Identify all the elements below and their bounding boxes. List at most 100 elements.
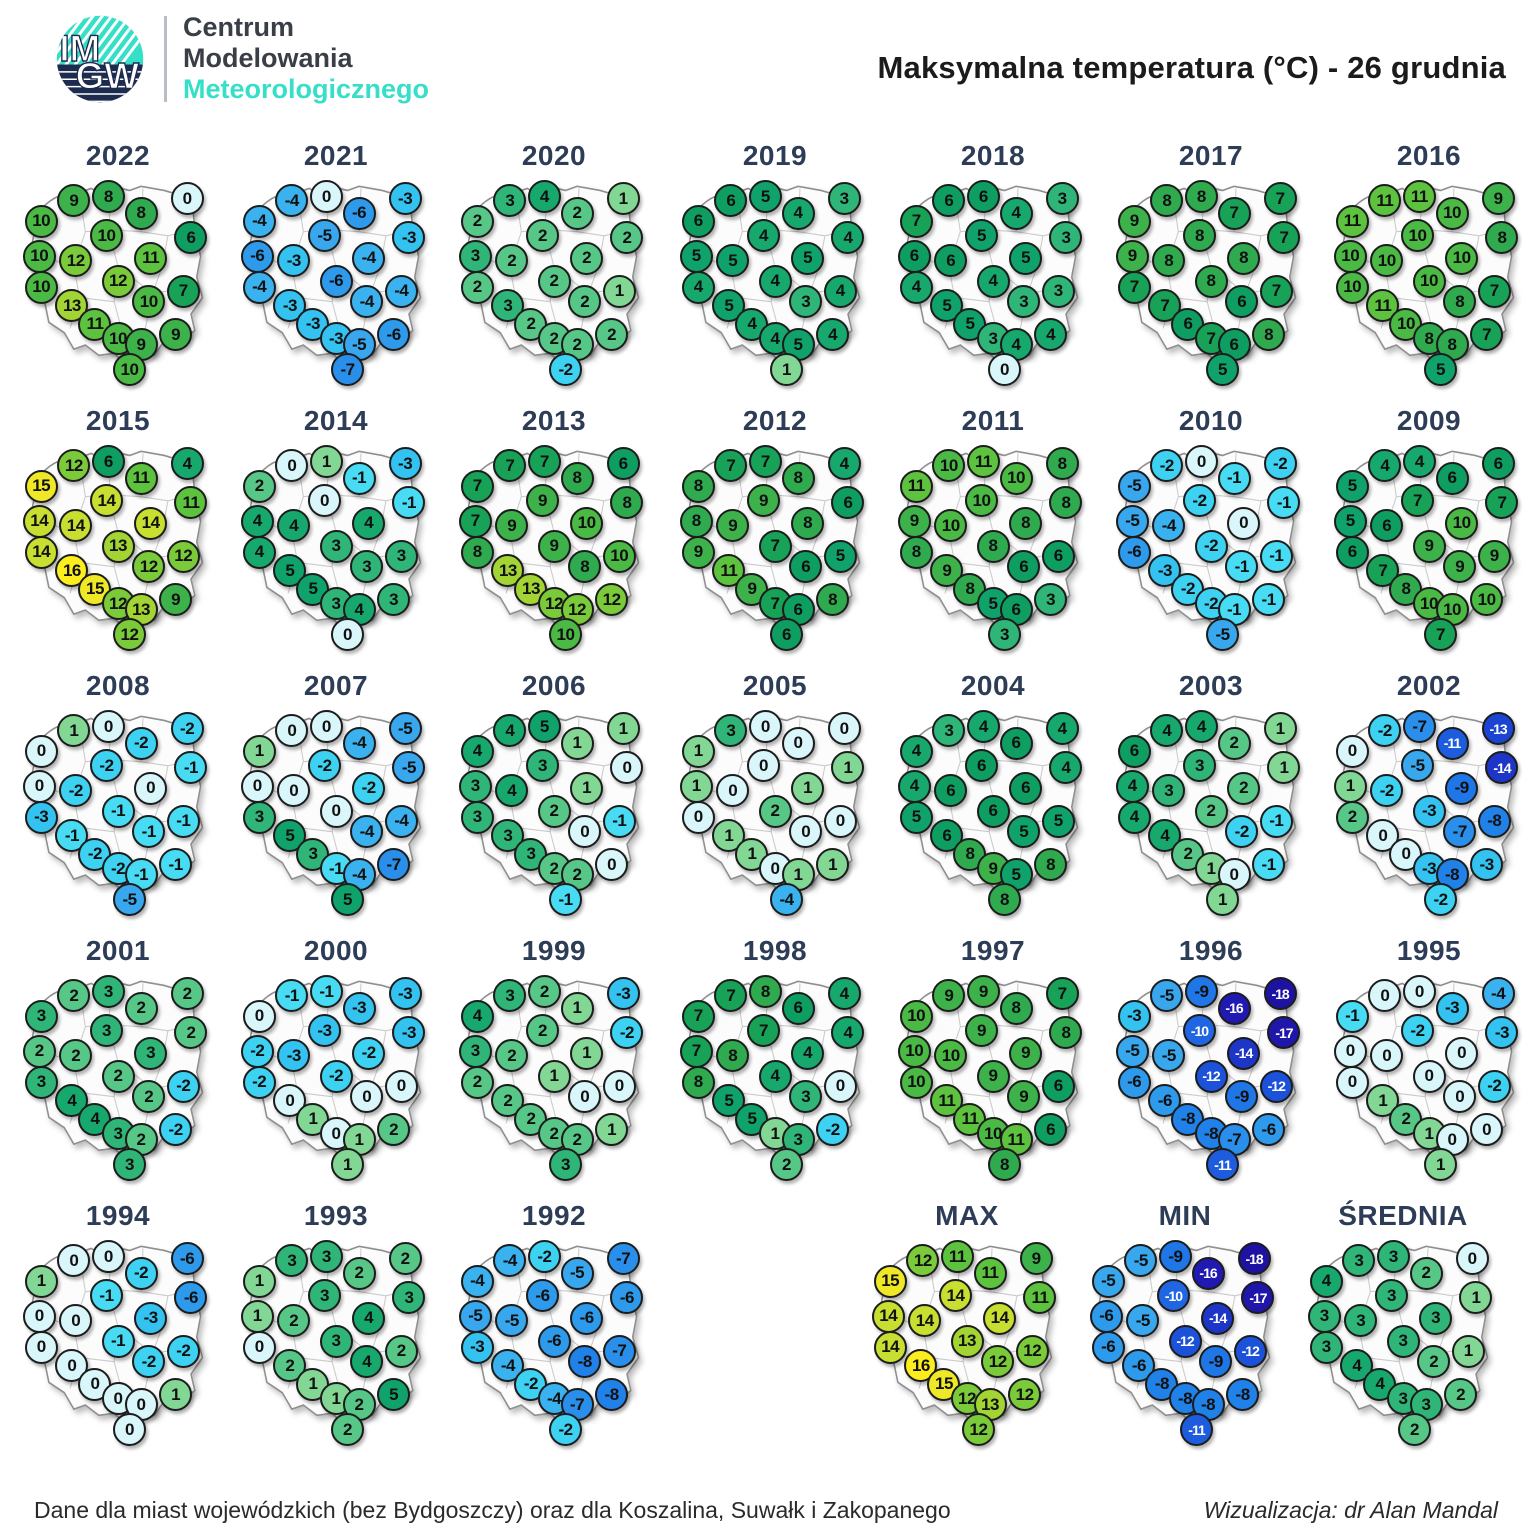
temp-circle: -6 (319, 264, 353, 298)
temp-circle: 8 (1184, 180, 1218, 214)
temp-circle: 0 (1370, 1039, 1404, 1073)
temp-circle: 6 (1370, 509, 1404, 543)
temp-circle: 11 (174, 486, 208, 520)
map-1993: 1993 1 3 3 2 2 3 1 3 2 4 0 3 2 2 4 1 1 2 5 2 (227, 1200, 445, 1462)
temp-circle: 12 (906, 1244, 940, 1278)
temp-circle: 10 (1470, 583, 1504, 617)
temp-circle: -7 (1402, 710, 1436, 744)
temp-circle: 8 (560, 461, 594, 495)
temp-circle: 0 (331, 618, 365, 652)
temp-circle: 1 (606, 182, 640, 216)
temp-circle: 3 (384, 539, 418, 573)
temp-circle: 3 (789, 1080, 823, 1114)
temp-circle: -11 (1435, 726, 1469, 760)
poland-map-outline: -5 -2 0 -1 -2 -1 -5 -2 -4 0 -6 -2 -1 -3 -1 -2 -2 -1 -1 -5 (1115, 439, 1307, 652)
temp-circle: 6 (1117, 734, 1151, 768)
temp-circle: 0 (748, 710, 782, 744)
temp-circle: -16 (1217, 991, 1251, 1025)
temp-circle: 5 (377, 1378, 411, 1412)
poland-map-outline: 0 -2 -7 -11 -13 -14 1 -5 -2 -9 2 -3 -8 0 -7 0 -3 -8 -3 -2 (1333, 704, 1525, 917)
temp-circle: -8 (1226, 1378, 1260, 1412)
temp-circle: -6 (240, 239, 274, 273)
temp-circle: -6 (1089, 1299, 1123, 1333)
temp-circle: 7 (899, 204, 933, 238)
temp-circle: -2 (159, 1113, 193, 1147)
temp-circle: -5 (1400, 749, 1434, 783)
temp-circle: 4 (681, 270, 715, 304)
imgw-logo-icon: IM GW (56, 15, 144, 102)
temp-circle: 11 (134, 241, 168, 275)
temp-circle: -7 (1443, 815, 1477, 849)
temp-circle: 0 (1184, 445, 1218, 479)
temp-circle: 7 (748, 445, 782, 479)
temp-circle: 1 (1206, 883, 1240, 917)
temp-circle: 10 (999, 461, 1033, 495)
temp-circle: 1 (537, 1059, 571, 1093)
temp-circle: 4 (966, 710, 1000, 744)
temp-circle: -2 (1424, 883, 1458, 917)
temp-circle: 0 (59, 1304, 93, 1338)
map-2019: 2019 6 6 5 4 3 4 5 4 5 5 4 4 4 5 3 4 4 5 4 1 (666, 140, 884, 402)
temp-circle: -5 (1152, 1039, 1186, 1073)
temp-circle: 2 (1409, 1256, 1443, 1290)
temp-circle: 2 (525, 219, 559, 253)
temp-circle: 1 (570, 771, 604, 805)
temp-circle: -1 (55, 819, 89, 853)
temp-circle: 3 (714, 714, 748, 748)
temp-circle: -3 (392, 221, 426, 255)
temp-circle: 0 (1335, 1065, 1369, 1099)
temp-circle: 10 (1400, 219, 1434, 253)
temp-circle: 4 (1150, 714, 1184, 748)
temp-circle: -6 (1117, 535, 1151, 569)
map-2012: 2012 8 7 7 8 4 6 8 9 9 8 9 7 5 11 6 9 7 6 8 6 (666, 405, 884, 667)
temp-circle: 2 (610, 221, 644, 255)
temp-circle: -5 (113, 883, 147, 917)
temp-circle: 8 (1227, 241, 1261, 275)
temp-circle: 0 (319, 794, 353, 828)
temp-circle: 3 (525, 749, 559, 783)
temp-circle: 3 (1309, 1330, 1343, 1364)
temp-circle: 7 (1424, 618, 1458, 652)
temp-circle: 0 (275, 714, 309, 748)
temp-circle: -8 (1145, 1367, 1179, 1401)
temp-circle: 8 (679, 504, 713, 538)
temp-circle: -1 (89, 1279, 123, 1313)
logo-org-line3: Meteorologicznego (183, 74, 430, 104)
temp-circle: 1 (1263, 712, 1297, 746)
temp-circle: 3 (827, 182, 861, 216)
temp-circle: 5 (1009, 241, 1043, 275)
temp-circle: 4 (242, 535, 276, 569)
temp-circle: 0 (275, 449, 309, 483)
temp-circle: 7 (1117, 270, 1151, 304)
temp-circle: -1 (309, 975, 343, 1009)
temp-circle: 6 (606, 447, 640, 481)
temp-circle: -7 (377, 848, 411, 882)
temp-circle: -1 (1267, 486, 1301, 520)
temp-circle: -1 (549, 883, 583, 917)
temp-circle: 8 (1034, 848, 1068, 882)
temp-circle: 4 (352, 506, 386, 540)
temp-circle: 2 (57, 979, 91, 1013)
temp-circle: 3 (113, 1148, 147, 1182)
map-label: 2000 (303, 935, 369, 966)
temp-circle: 1 (1194, 852, 1228, 886)
temp-circle: -17 (1241, 1281, 1275, 1315)
temp-circle: 3 (1152, 774, 1186, 808)
temp-circle: 2 (174, 1016, 208, 1050)
temp-circle: 8 (816, 583, 850, 617)
temp-circle: 9 (716, 509, 750, 543)
map-2010: 2010 -5 -2 0 -1 -2 -1 -5 -2 -4 0 -6 -2 -1 -3 -1 -2 -2 -1 -1… (1102, 405, 1320, 667)
temp-circle: 0 (568, 1080, 602, 1114)
temp-circle: 8 (1150, 184, 1184, 218)
temp-circle: 0 (113, 1413, 147, 1447)
temp-circle: 3 (309, 1240, 343, 1274)
temp-circle: 7 (679, 1034, 713, 1068)
logo-acronym-bottom: GW (76, 55, 140, 96)
temp-circle: -2 (319, 1059, 353, 1093)
temp-circle: 5 (273, 554, 307, 588)
temp-circle: 2 (595, 318, 629, 352)
temp-circle: 2 (570, 241, 604, 275)
temp-circle: -1 (1225, 550, 1259, 584)
map-2008: 2008 0 1 0 -2 -2 -1 0 -2 -2 0 -3 -1 -1 -1 -1 -2 -2 -1 -1 -5 (9, 670, 227, 932)
temp-circle: 3 (1376, 1240, 1410, 1274)
